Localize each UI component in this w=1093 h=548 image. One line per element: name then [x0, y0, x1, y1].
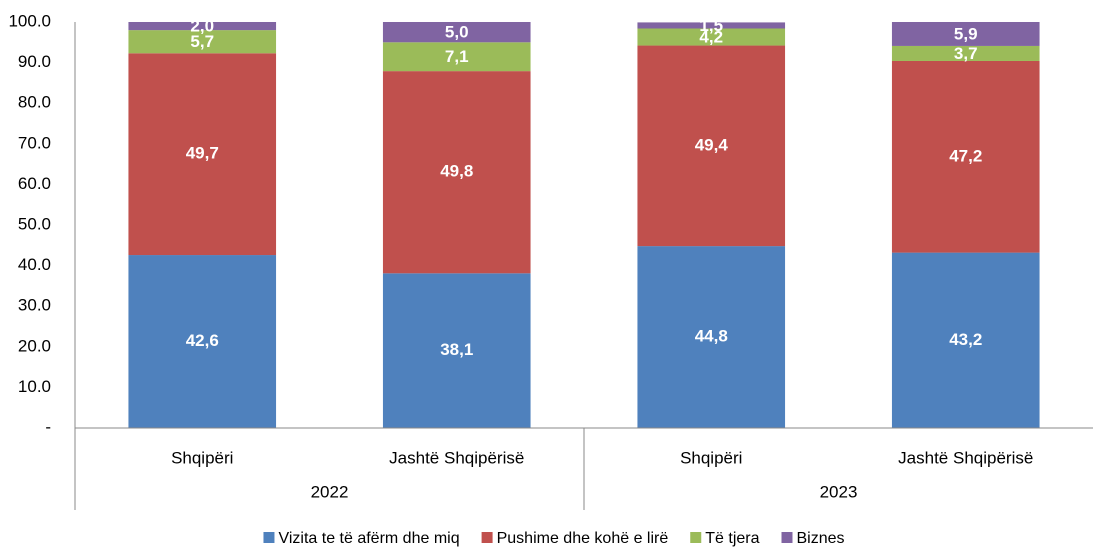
legend-swatch	[481, 532, 493, 543]
y-tick-label: 60.0	[18, 174, 51, 193]
y-tick-label: 90.0	[18, 52, 51, 71]
bar-segment	[128, 22, 277, 31]
x-group-label: 2022	[311, 482, 349, 501]
data-label: 47,2	[949, 146, 982, 165]
bar-segment	[637, 28, 786, 46]
bar-segment	[382, 273, 531, 428]
y-tick-label: 10.0	[18, 377, 51, 396]
bar-segment	[128, 255, 277, 428]
x-tick-label: Jashtë Shqipërisë	[898, 448, 1033, 467]
bar-segment	[637, 22, 786, 29]
data-label: 3,7	[954, 44, 978, 63]
data-label: 2,0	[190, 17, 214, 36]
y-tick-label: 40.0	[18, 255, 51, 274]
x-tick-label: Jashtë Shqipërisë	[389, 448, 524, 467]
bar-segment	[382, 42, 531, 72]
bar-segment	[637, 45, 786, 247]
data-label: 7,1	[445, 47, 469, 66]
data-label: 38,1	[440, 340, 473, 359]
y-tick-label: 30.0	[18, 296, 51, 315]
bar-segment	[382, 22, 531, 43]
data-label: 49,4	[695, 135, 729, 154]
data-label: 44,8	[695, 327, 728, 346]
y-tick-label: -	[45, 417, 51, 436]
x-tick-label: Shqipëri	[680, 448, 742, 467]
y-tick-label: 80.0	[18, 93, 51, 112]
bar-segment	[637, 246, 786, 428]
data-label: 5,9	[954, 24, 978, 43]
bar-segment	[128, 53, 277, 256]
bar-segment	[128, 30, 277, 54]
x-group-label: 2023	[820, 482, 858, 501]
legend-label: Pushime dhe kohë e lirë	[497, 530, 669, 547]
y-tick-label: 50.0	[18, 214, 51, 233]
y-tick-label: 100.0	[8, 11, 51, 30]
legend-swatch	[690, 532, 702, 543]
y-tick-label: 20.0	[18, 336, 51, 355]
bar-segment	[891, 22, 1040, 46]
data-label: 49,7	[186, 144, 219, 163]
legend-label: Të tjera	[705, 530, 759, 547]
bar-segment	[891, 60, 1040, 253]
data-label: 42,6	[186, 331, 219, 350]
data-label: 49,8	[440, 162, 473, 181]
bar-segment	[382, 71, 531, 274]
bar-segment	[891, 45, 1040, 61]
legend-swatch	[263, 532, 275, 543]
data-label: 5,7	[190, 32, 214, 51]
legend-swatch	[781, 532, 793, 543]
bar-segment	[891, 252, 1040, 428]
x-tick-label: Shqipëri	[171, 448, 233, 467]
legend-label: Biznes	[797, 530, 845, 547]
legend-label: Vizita te të afërm dhe miq	[278, 530, 459, 547]
data-label: 4,2	[699, 28, 723, 47]
data-label: 43,2	[949, 330, 982, 349]
data-label: 5,0	[445, 23, 469, 42]
data-label: 1,5	[699, 16, 723, 35]
y-tick-label: 70.0	[18, 133, 51, 152]
